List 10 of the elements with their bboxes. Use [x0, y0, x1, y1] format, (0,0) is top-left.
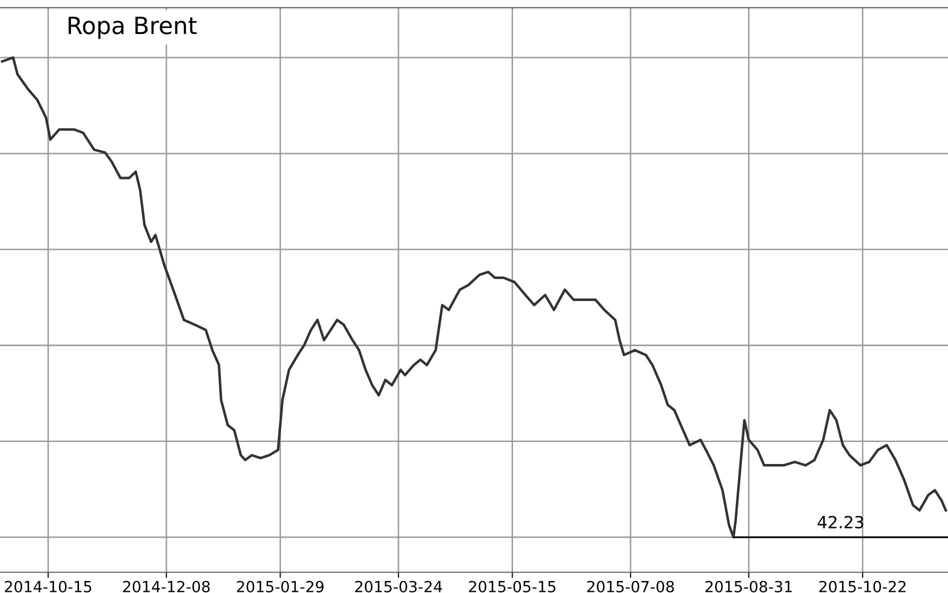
x-tick-label: 2015-10-22 — [819, 580, 906, 592]
x-tick-label: 2014-10-15 — [4, 580, 92, 592]
x-tick-label: 2015-03-24 — [355, 580, 442, 592]
x-tick-label: 2015-01-29 — [236, 580, 324, 592]
chart-title: Ropa Brent — [68, 16, 197, 39]
x-tick-label: 2015-05-15 — [469, 580, 556, 592]
x-tick-label: 2015-08-31 — [705, 580, 792, 592]
x-tick-label: 2015-07-08 — [587, 580, 674, 592]
x-tick-label: 2014-12-08 — [123, 580, 210, 592]
annotation: 42.23 — [818, 516, 864, 528]
